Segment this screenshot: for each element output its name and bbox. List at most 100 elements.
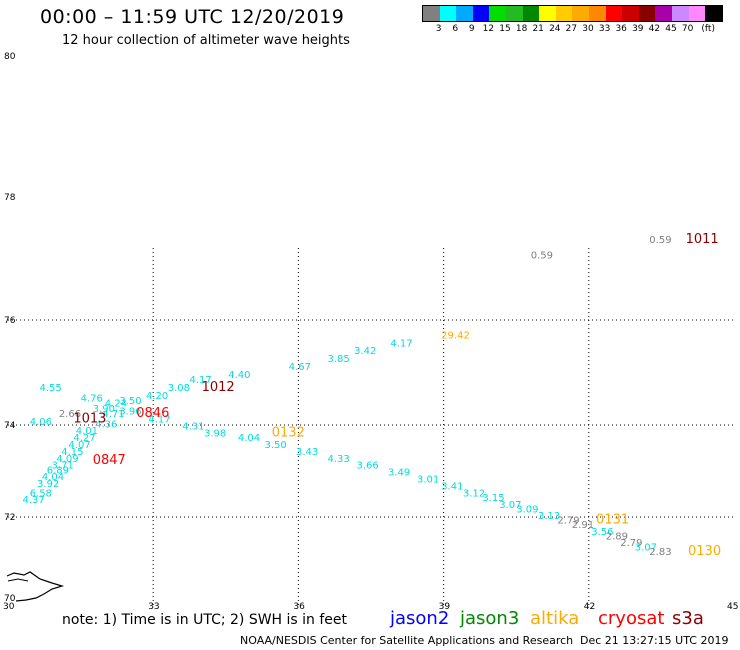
pass-time-label: 0847 xyxy=(93,453,126,468)
legend-color-bar xyxy=(422,5,723,22)
longitude-tick-label: 30 xyxy=(3,602,15,612)
wave-height-value: 4.04 xyxy=(42,472,64,483)
grid-lines xyxy=(8,248,734,606)
latitude-tick-label: 76 xyxy=(4,316,16,326)
wave-height-value: 4.20 xyxy=(146,391,168,402)
wave-height-value: 4.17 xyxy=(148,414,170,425)
legend-swatch xyxy=(439,6,457,21)
legend-label: 30 xyxy=(582,24,594,34)
longitude-tick-label: 36 xyxy=(293,602,305,612)
footer-timestamp: Dec 21 13:27:15 UTC 2019 xyxy=(580,634,729,647)
wave-height-value: 4.40 xyxy=(228,370,250,381)
wave-height-value: 4.71 xyxy=(102,409,124,420)
latitude-tick-label: 80 xyxy=(4,52,16,62)
wave-height-value: 2.83 xyxy=(649,547,671,558)
legend-label: 15 xyxy=(499,24,511,34)
footnote: note: 1) Time is in UTC; 2) SWH is in fe… xyxy=(62,612,348,628)
wave-height-value: 3.08 xyxy=(168,383,190,394)
legend-swatch xyxy=(688,6,706,21)
footer-credit: NOAA/NESDIS Center for Satellite Applica… xyxy=(240,634,574,647)
legend-label: 21 xyxy=(532,24,544,34)
longitude-tick-label: 45 xyxy=(727,602,738,612)
wave-height-value: 4.33 xyxy=(327,454,349,465)
pass-time-label: 1012 xyxy=(202,380,235,395)
wave-height-value: 3.90 xyxy=(93,404,115,415)
wave-height-value: 6.89 xyxy=(47,465,69,476)
wave-height-value: 3.50 xyxy=(119,396,141,407)
wave-height-value: 4.24 xyxy=(105,399,127,410)
wave-height-value: 4.55 xyxy=(39,383,61,394)
pass-time-label: 0130 xyxy=(688,544,721,559)
satellite-name-cryosat: cryosat xyxy=(598,608,665,629)
wave-height-value: 3.92 xyxy=(37,479,59,490)
wave-height-value: 3.96 xyxy=(119,407,141,418)
wave-height-value: 4.01 xyxy=(76,426,98,437)
legend-label: 36 xyxy=(615,24,627,34)
wave-height-value: 3.50 xyxy=(265,440,287,451)
wave-height-value: 4.15 xyxy=(61,447,83,458)
wave-height-value: 3.56 xyxy=(591,527,613,538)
legend-swatch xyxy=(555,6,573,21)
legend-swatch xyxy=(705,6,722,21)
legend-swatch xyxy=(572,6,589,21)
wave-height-value: 4.67 xyxy=(289,362,311,373)
longitude-tick-label: 39 xyxy=(439,602,451,612)
wave-height-value: 3.85 xyxy=(327,354,349,365)
legend-label: 45 xyxy=(665,24,677,34)
latitude-tick-label: 74 xyxy=(4,421,16,431)
wave-height-value: 2.79 xyxy=(620,538,642,549)
legend-swatch xyxy=(638,6,656,21)
wave-height-value: 3.41 xyxy=(441,481,463,492)
pass-time-label: 1013 xyxy=(73,411,106,426)
legend-label: 6 xyxy=(452,24,459,34)
legend-swatch xyxy=(588,6,606,21)
longitude-tick-label: 42 xyxy=(584,602,595,612)
latitude-tick-label: 78 xyxy=(4,193,16,203)
legend-labels: 3 6 9 12 15 18 21 24 27 30 33 36 39 42 45 70 (ft) xyxy=(422,24,740,36)
legend-unit: (ft) xyxy=(701,24,715,34)
coastline xyxy=(6,571,65,602)
wave-height-value: 4.37 xyxy=(23,495,45,506)
map-title: 00:00 – 11:59 UTC 12/20/2019 xyxy=(40,6,345,28)
wave-height-value: 3.15 xyxy=(482,493,504,504)
legend-swatch xyxy=(622,6,639,21)
wave-height-value: 3.09 xyxy=(516,504,538,515)
legend-swatch xyxy=(456,6,473,21)
wave-height-value: 3.13 xyxy=(538,511,560,522)
satellite-name-altika: altika xyxy=(530,608,580,629)
wave-height-value: 0.59 xyxy=(531,251,553,262)
wave-height-value: 4.17 xyxy=(190,375,212,386)
pass-time-label: 0131 xyxy=(596,513,629,528)
legend-swatch xyxy=(423,6,440,21)
legend-label: 3 xyxy=(435,24,442,34)
color-legend: 3 6 9 12 15 18 21 24 27 30 33 36 39 42 45 70 (ft) xyxy=(422,5,723,34)
pass-time-label: 1011 xyxy=(686,232,719,247)
legend-label: 42 xyxy=(648,24,661,34)
wave-height-value: 3.66 xyxy=(356,461,378,472)
wave-height-value: 4.06 xyxy=(30,417,52,428)
wave-height-value: 6.58 xyxy=(30,488,52,499)
pass-time-label: 0846 xyxy=(136,406,169,421)
legend-swatch xyxy=(539,6,556,21)
latitude-tick-label: 70 xyxy=(4,594,16,604)
legend-label: 9 xyxy=(468,24,475,34)
wave-height-value: 3.01 xyxy=(417,475,439,486)
legend-label: 12 xyxy=(482,24,495,34)
legend-label: 27 xyxy=(565,24,578,34)
legend-swatch xyxy=(671,6,689,21)
legend-swatch xyxy=(472,6,490,21)
legend-label: 18 xyxy=(515,24,528,34)
wave-height-value: 2.79 xyxy=(557,516,579,527)
wave-height-labels: 0.590.5929.424.173.423.854.674.404.173.0… xyxy=(23,235,672,558)
wave-height-value: 3.12 xyxy=(463,488,485,499)
wave-height-value: 4.76 xyxy=(81,393,103,404)
wave-height-value: 3.07 xyxy=(499,500,521,511)
wave-height-value: 4.36 xyxy=(95,419,117,430)
legend-swatch xyxy=(522,6,540,21)
wave-height-value: 3.42 xyxy=(354,346,376,357)
legend-label: 39 xyxy=(632,24,644,34)
legend-label: 70 xyxy=(681,24,694,34)
wave-height-value: 4.31 xyxy=(182,422,204,433)
wave-height-value: 3.43 xyxy=(296,447,318,458)
